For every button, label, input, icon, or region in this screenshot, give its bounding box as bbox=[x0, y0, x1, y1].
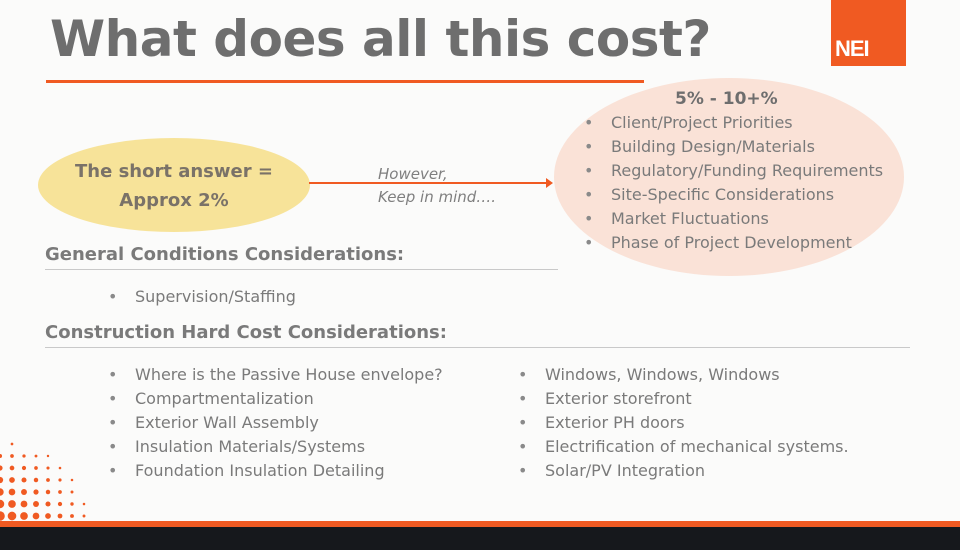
list-item: Client/Project Priorities bbox=[584, 111, 883, 135]
nei-logo: NEI bbox=[831, 0, 906, 66]
divider bbox=[45, 347, 910, 348]
dot bbox=[70, 490, 74, 494]
dot bbox=[0, 488, 4, 496]
list-item: Electrification of mechanical systems. bbox=[518, 435, 849, 459]
hard-cost-list-left: Where is the Passive House envelope? Com… bbox=[108, 363, 443, 483]
slide-title: What does all this cost? bbox=[50, 10, 711, 68]
dot bbox=[8, 500, 16, 508]
dot bbox=[82, 502, 86, 506]
dot bbox=[10, 442, 14, 446]
dot bbox=[22, 454, 26, 458]
dot bbox=[58, 466, 62, 470]
connector-line2: Keep in mind…. bbox=[378, 188, 497, 206]
list-item: Regulatory/Funding Requirements bbox=[584, 159, 883, 183]
dot bbox=[57, 501, 63, 507]
list-item: Insulation Materials/Systems bbox=[108, 435, 443, 459]
decorative-dot-pattern bbox=[0, 442, 86, 521]
hard-cost-list-right: Windows, Windows, Windows Exterior store… bbox=[518, 363, 849, 483]
dot bbox=[70, 478, 74, 482]
dot bbox=[9, 465, 15, 471]
footer-accent-bar bbox=[0, 521, 960, 527]
dot bbox=[34, 466, 38, 470]
dot bbox=[34, 454, 38, 458]
list-item: Site-Specific Considerations bbox=[584, 183, 883, 207]
range-label: 5% - 10+% bbox=[675, 89, 778, 109]
dot bbox=[45, 489, 51, 495]
dot bbox=[32, 512, 40, 520]
list-item: Exterior Wall Assembly bbox=[108, 411, 443, 435]
dot bbox=[33, 489, 39, 495]
dot bbox=[45, 501, 51, 507]
dot bbox=[10, 454, 14, 458]
list-item: Solar/PV Integration bbox=[518, 459, 849, 483]
dot bbox=[70, 514, 74, 518]
connector-text: However, Keep in mind…. bbox=[378, 163, 496, 209]
connector-line1: However, bbox=[378, 165, 448, 183]
divider bbox=[45, 269, 558, 270]
dot bbox=[57, 513, 63, 519]
dot bbox=[33, 477, 39, 483]
dot bbox=[7, 511, 17, 521]
short-answer-text: The short answer = Approx 2% bbox=[38, 157, 310, 215]
connector-arrow bbox=[309, 178, 553, 188]
dot bbox=[0, 476, 4, 484]
dot bbox=[46, 466, 50, 470]
list-item: Building Design/Materials bbox=[584, 135, 883, 159]
dot bbox=[45, 513, 51, 519]
dot bbox=[70, 502, 74, 506]
short-answer-line2: Approx 2% bbox=[119, 190, 229, 211]
list-item: Market Fluctuations bbox=[584, 207, 883, 231]
dot bbox=[9, 477, 15, 483]
list-item: Exterior PH doors bbox=[518, 411, 849, 435]
footer-bar bbox=[0, 527, 960, 550]
dot bbox=[46, 478, 50, 482]
list-item: Where is the Passive House envelope? bbox=[108, 363, 443, 387]
dot bbox=[58, 478, 62, 482]
list-item: Supervision/Staffing bbox=[108, 285, 296, 309]
dot bbox=[20, 512, 28, 520]
dot bbox=[21, 477, 27, 483]
dot bbox=[82, 514, 86, 518]
dot bbox=[21, 465, 27, 471]
list-item: Foundation Insulation Detailing bbox=[108, 459, 443, 483]
list-item: Compartmentalization bbox=[108, 387, 443, 411]
dot bbox=[0, 511, 5, 521]
dot bbox=[21, 489, 27, 495]
dot bbox=[46, 454, 50, 458]
title-underline bbox=[46, 80, 644, 83]
list-item: Windows, Windows, Windows bbox=[518, 363, 849, 387]
dot bbox=[0, 453, 3, 459]
list-item: Phase of Project Development bbox=[584, 231, 883, 255]
short-answer-line1: The short answer = bbox=[75, 161, 273, 182]
hard-cost-heading: Construction Hard Cost Considerations: bbox=[45, 322, 447, 343]
dot bbox=[0, 465, 3, 471]
dot bbox=[33, 501, 39, 507]
list-item: Exterior storefront bbox=[518, 387, 849, 411]
short-answer-oval bbox=[38, 138, 310, 232]
logo-text: NEI bbox=[835, 36, 870, 61]
dot bbox=[20, 500, 28, 508]
general-conditions-heading: General Conditions Considerations: bbox=[45, 244, 405, 265]
dot bbox=[0, 499, 5, 509]
dot bbox=[58, 490, 62, 494]
general-conditions-list: Supervision/Staffing bbox=[108, 285, 296, 309]
range-factors-list: Client/Project Priorities Building Desig… bbox=[584, 111, 883, 255]
dot bbox=[8, 488, 16, 496]
